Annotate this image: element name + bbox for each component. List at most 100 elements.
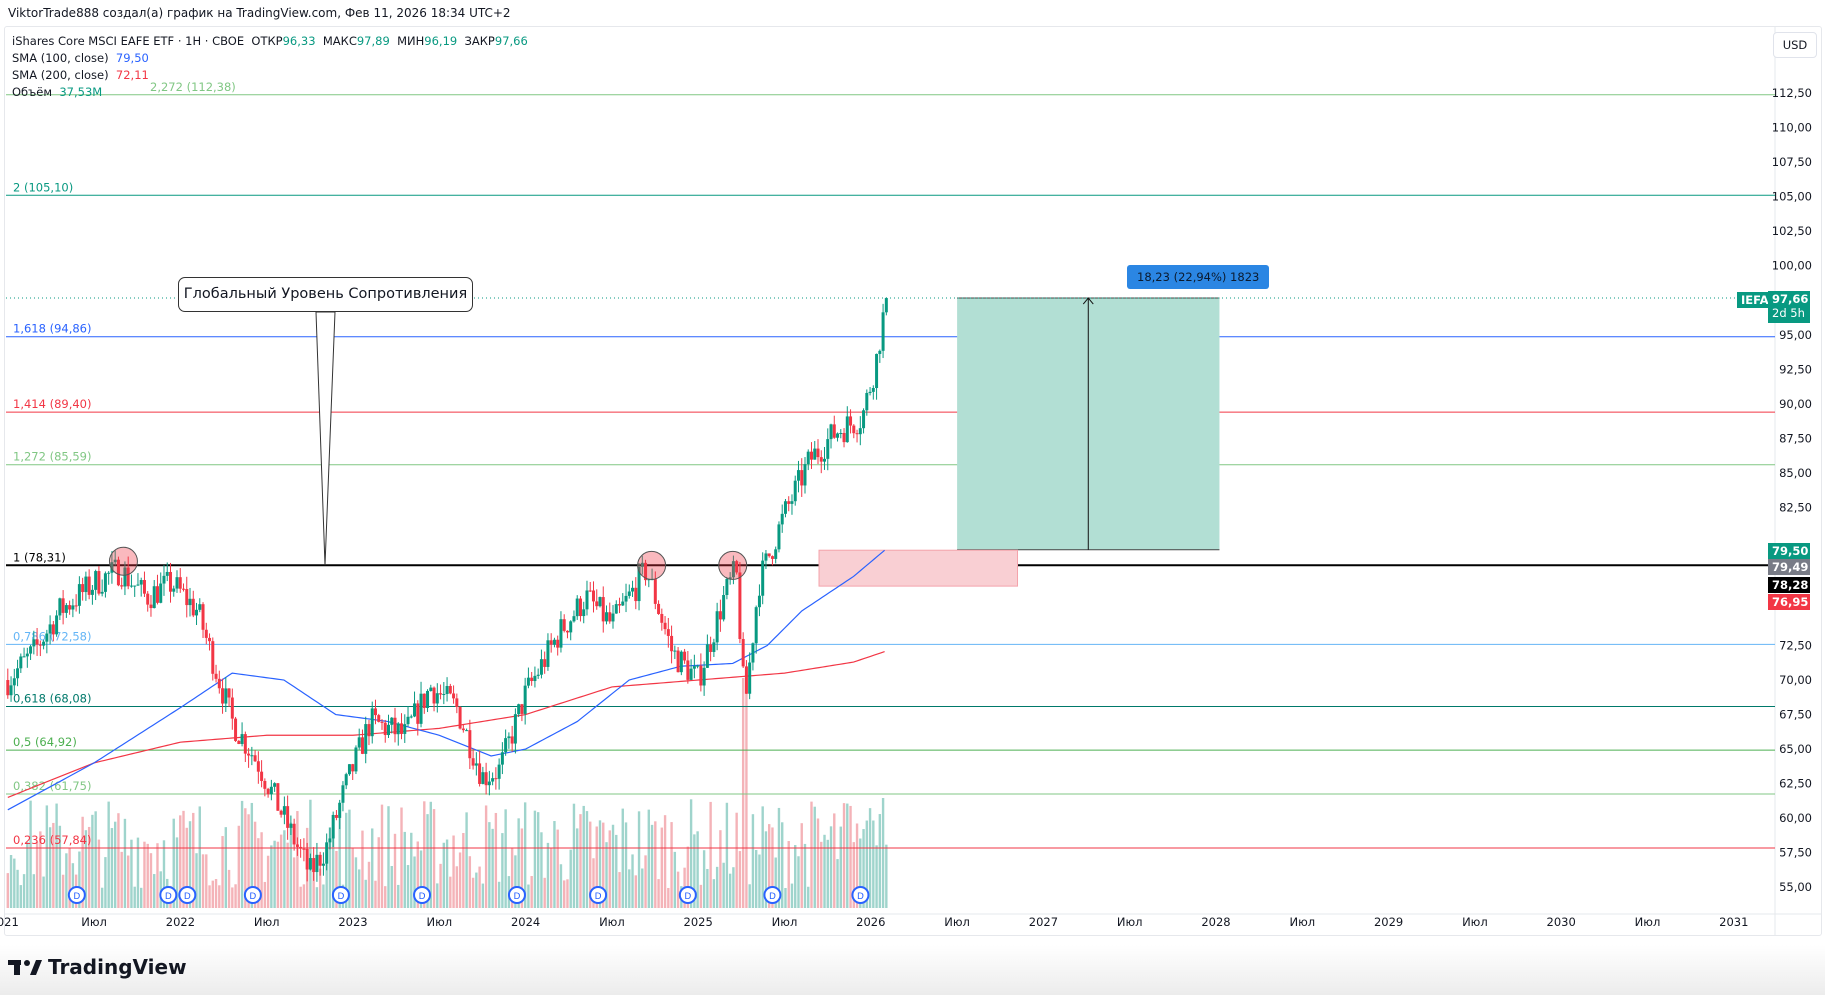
volume-bar (361, 830, 364, 908)
candle-body (224, 688, 228, 704)
candle-body (165, 571, 169, 576)
dividend-marker: D (243, 886, 262, 904)
volume-bar (686, 846, 690, 908)
candle-body (113, 559, 117, 563)
dividend-letter: D (337, 892, 344, 902)
volume-bar (100, 887, 104, 908)
candle-body (435, 693, 439, 704)
candle-body (347, 764, 351, 775)
sma200-legend[interactable]: SMA (200, close) 72,11 (12, 68, 149, 82)
candles (6, 297, 888, 882)
candle-body (295, 844, 299, 847)
candle-body (829, 424, 833, 440)
candle-body (305, 848, 309, 870)
touch-point-circle (637, 550, 667, 580)
volume-bar (260, 832, 263, 908)
sma100-price-tag: 79,50 (1768, 543, 1810, 559)
volume-bar (458, 852, 462, 908)
volume-bar (520, 828, 524, 908)
price-chart[interactable]: 112,50 110,00 107,50 105,00 102,50 100,00 95,0… (0, 0, 1825, 945)
volume-bar (728, 873, 732, 908)
currency-button[interactable]: USD (1773, 32, 1817, 58)
symbol-title[interactable]: iShares Core MSCI EAFE ETF · 1H · CBOE (12, 34, 245, 48)
candle-body (162, 575, 166, 584)
volume-bar (712, 879, 716, 908)
price-axis-label: 102,50 (1772, 224, 1812, 238)
footer: TradingView (0, 945, 1825, 995)
resistance-callout[interactable]: Глобальный Уровень Сопротивления (178, 277, 473, 312)
volume-bar (781, 822, 784, 908)
candle-body (618, 604, 622, 606)
candle-body (487, 781, 491, 786)
candle-body (741, 638, 745, 667)
volume-legend[interactable]: Объём 37,53M (12, 85, 102, 99)
candle-body (735, 561, 739, 573)
price-axis-label: 87,50 (1779, 431, 1812, 445)
volume-bar (231, 887, 234, 908)
price-axis-label: 95,00 (1779, 328, 1812, 342)
candle-body (754, 607, 758, 644)
volume-bar (104, 857, 107, 908)
volume-bar (403, 831, 406, 908)
volume-bar (29, 800, 32, 908)
candle-body (191, 598, 195, 616)
last-price: 97,66 (1772, 292, 1809, 306)
candle-body (364, 724, 368, 754)
price-axis-label: 72,50 (1779, 639, 1812, 653)
candle-body (448, 686, 452, 694)
volume-bar (719, 830, 722, 908)
volume-bar (829, 826, 833, 908)
time-axis-label: Июл (1462, 915, 1488, 929)
candle-body (608, 612, 612, 622)
volume-bar (159, 871, 162, 908)
volume-bar (240, 800, 244, 908)
close-label: ЗАКР (464, 34, 495, 48)
volume-bar (497, 881, 501, 908)
volume-bar (452, 835, 455, 908)
candle-body (536, 674, 540, 676)
candle-body (510, 736, 514, 744)
candle-body (852, 425, 856, 434)
chart-frame (4, 26, 1822, 936)
candle-body (849, 416, 853, 426)
price-axis-label: 100,00 (1772, 259, 1812, 273)
volume-bar (833, 813, 836, 908)
tradingview-logo[interactable]: TradingView (8, 955, 187, 979)
volume-bars (6, 678, 888, 908)
candle-body (149, 604, 153, 609)
volume-bar (237, 825, 241, 908)
volume-bar (22, 874, 26, 908)
volume-bar (699, 884, 703, 908)
sma100-legend[interactable]: SMA (100, close) 79,50 (12, 51, 149, 65)
dividend-marker: D (413, 886, 432, 904)
candle-body (208, 637, 212, 642)
volume-bar (663, 815, 667, 908)
candle-body (217, 678, 221, 689)
candle-body (582, 609, 586, 617)
price-axis-label: 92,50 (1779, 362, 1812, 376)
volume-bar (429, 801, 432, 908)
time-axis-label: 2023 (338, 915, 367, 929)
volume-bar (859, 838, 862, 908)
volume-bar (250, 802, 254, 908)
price-axis-label: 55,00 (1779, 880, 1812, 894)
candle-body (273, 783, 277, 787)
candle-body (432, 687, 436, 704)
candle-body (780, 513, 784, 525)
candle-body (842, 433, 846, 443)
low-label: МИН (397, 34, 425, 48)
price-axis-label: 105,00 (1772, 190, 1812, 204)
volume-bar (693, 834, 696, 908)
candle-body (578, 598, 582, 617)
volume-bar (598, 820, 602, 908)
candle-body (507, 736, 511, 739)
candle-body (657, 603, 661, 614)
volume-bar (162, 840, 166, 908)
candle-body (465, 730, 469, 732)
candle-body (97, 571, 101, 594)
fib-level-label: 2 (105,10) (13, 180, 73, 194)
dividend-icon (678, 886, 697, 904)
candle-body (809, 451, 813, 460)
dividend-marker: D (331, 886, 350, 904)
candle-body (146, 593, 150, 605)
